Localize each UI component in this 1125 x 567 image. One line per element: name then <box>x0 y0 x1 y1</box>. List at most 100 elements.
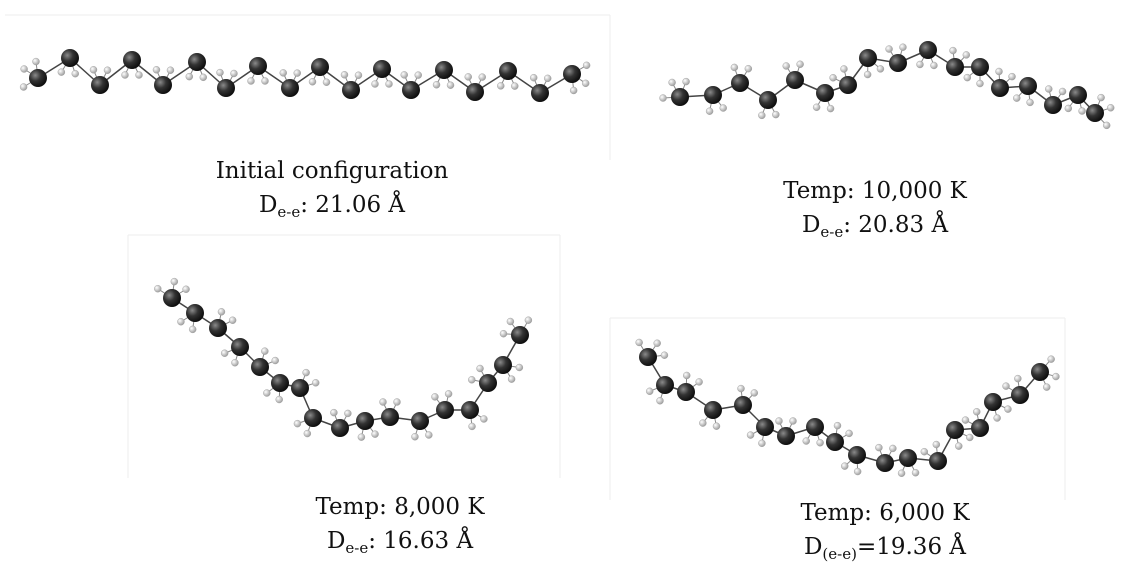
hydrogen <box>220 349 229 357</box>
distance: De-e: 20.83 Å <box>783 208 967 242</box>
carbon <box>291 379 309 397</box>
hydrogen <box>920 447 929 456</box>
hydrogen <box>340 71 349 79</box>
hydrogen <box>357 433 366 441</box>
hydrogen <box>57 68 66 76</box>
hydrogen <box>930 61 938 70</box>
hydrogen <box>885 45 893 53</box>
carbon <box>154 76 172 94</box>
carbon <box>777 427 795 445</box>
hydrogen <box>464 73 472 81</box>
hydrogen <box>1008 72 1016 81</box>
carbon <box>281 79 299 97</box>
hydrogen <box>20 65 28 73</box>
hydrogen <box>261 347 269 355</box>
hydrogen <box>976 79 984 88</box>
hydrogen <box>121 71 129 79</box>
hydrogen <box>446 81 455 89</box>
carbon <box>1031 363 1049 381</box>
hydrogen <box>1097 93 1105 102</box>
carbon <box>731 74 749 92</box>
carbon <box>271 374 289 392</box>
carbon <box>876 454 894 472</box>
hydrogen <box>796 60 804 68</box>
carbon <box>1019 77 1037 95</box>
hydrogen <box>530 73 538 82</box>
hydrogen <box>863 70 872 79</box>
carbon <box>29 69 47 87</box>
hydrogen <box>303 429 312 438</box>
carbon <box>786 71 804 89</box>
hydrogen <box>302 368 310 377</box>
hydrogen <box>199 73 207 82</box>
hydrogen <box>695 378 703 386</box>
distance-value: : 20.83 Å <box>843 212 949 238</box>
carbon <box>756 418 774 436</box>
hydrogen <box>973 408 981 416</box>
hydrogen <box>829 74 837 82</box>
hydrogen <box>582 61 591 70</box>
carbon <box>331 419 349 437</box>
hydrogen <box>1102 121 1111 130</box>
hydrogen <box>876 65 885 73</box>
carbon <box>91 76 109 94</box>
carbon <box>435 61 453 79</box>
carbon <box>342 81 360 99</box>
distance-value: : 16.63 Å <box>368 528 474 554</box>
hydrogen <box>682 77 690 86</box>
carbon <box>373 60 391 78</box>
hydrogen <box>476 364 484 373</box>
hydrogen <box>182 285 190 293</box>
hydrogen <box>468 422 476 431</box>
hydrogen <box>949 46 957 55</box>
carbon <box>381 408 399 426</box>
subscript: e-e <box>820 223 844 241</box>
hydrogen <box>170 277 179 286</box>
hydrogen <box>1002 382 1010 390</box>
hydrogen <box>789 417 797 425</box>
distance: De-e: 16.63 Å <box>315 524 484 558</box>
hydrogen <box>730 63 739 72</box>
carbon <box>656 376 674 394</box>
carbon <box>251 358 269 376</box>
carbon <box>677 383 695 401</box>
hydrogen <box>705 107 714 115</box>
hydrogen <box>135 71 143 79</box>
symbol: D <box>326 528 346 554</box>
carbon <box>563 65 581 83</box>
subscript: (e-e) <box>822 545 857 563</box>
hydrogen <box>425 431 433 439</box>
hydrogen <box>480 415 488 423</box>
hydrogen <box>1047 355 1055 363</box>
hydrogen <box>1043 383 1051 391</box>
hydrogen <box>683 371 691 380</box>
hydrogen <box>19 83 28 91</box>
hydrogen <box>1013 94 1021 102</box>
hydrogen <box>845 429 853 438</box>
hydrogen <box>802 437 810 445</box>
carbon <box>123 51 141 69</box>
hydrogen <box>660 351 669 359</box>
hydrogen <box>875 443 883 452</box>
carbon <box>356 412 374 430</box>
carbon <box>499 62 517 80</box>
hydrogen <box>506 317 515 326</box>
hydrogen <box>853 467 862 476</box>
symbol: D <box>803 534 823 560</box>
carbon <box>971 419 989 437</box>
hydrogen <box>840 65 848 73</box>
hydrogen <box>775 417 783 425</box>
frames <box>5 14 1066 500</box>
caption: Temp: 10,000 K De-e: 20.83 Å <box>783 174 967 242</box>
carbon <box>466 83 484 101</box>
hydrogen <box>966 433 974 442</box>
carbon <box>479 374 497 392</box>
carbon <box>411 412 429 430</box>
hydrogen <box>812 103 821 111</box>
hydrogen <box>1052 372 1060 381</box>
hydrogen <box>478 73 486 81</box>
symbol: D <box>258 192 278 218</box>
hydrogen <box>653 339 661 347</box>
hydrogen <box>699 419 707 427</box>
